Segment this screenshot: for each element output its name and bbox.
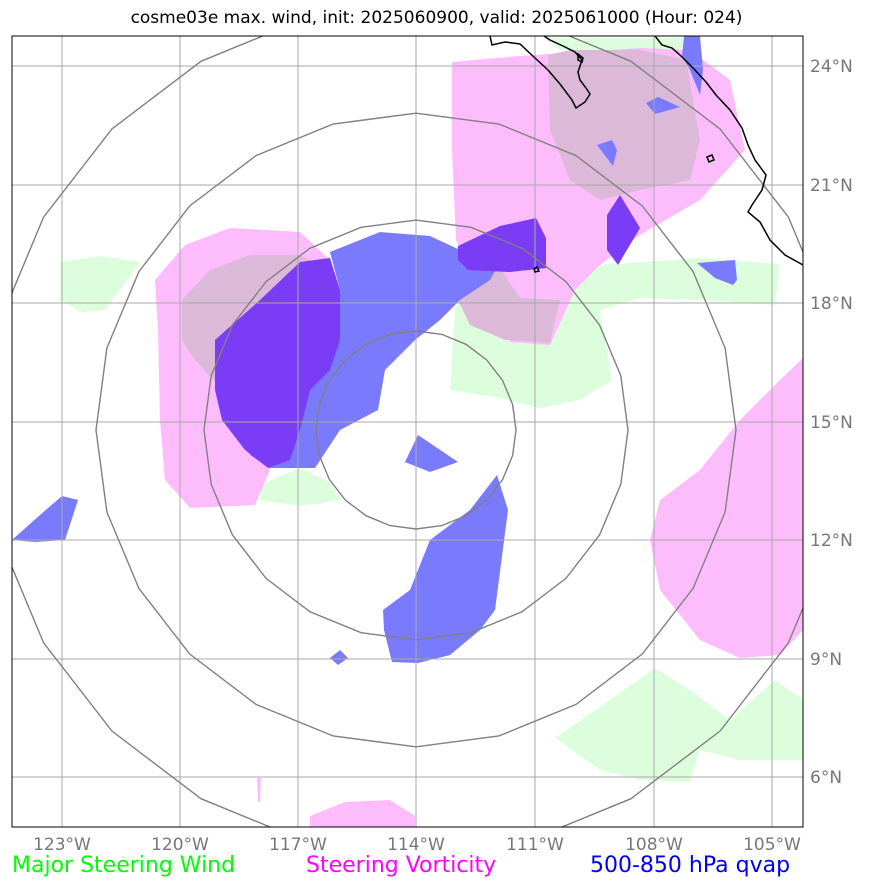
- qvap-area-tiny-south: [330, 650, 348, 665]
- coastline-socorro: [533, 265, 541, 273]
- lat-label-15n: 15°N: [810, 413, 853, 433]
- coastline-islet: [706, 154, 715, 163]
- range-rings: [12, 36, 803, 827]
- lon-label-120w: 120°W: [151, 835, 209, 855]
- longitude-labels: 123°W 120°W 117°W 114°W 111°W 108°W 105°…: [33, 835, 801, 855]
- coastline-gulf-island: [577, 52, 584, 64]
- qvap-dark-area-northeast: [607, 195, 640, 265]
- coastline-baja: [489, 36, 591, 110]
- wind-area-center-east: [450, 258, 780, 408]
- lat-label-24n: 24°N: [810, 57, 853, 77]
- range-ring: [95, 112, 737, 748]
- qvap-area-south: [383, 475, 508, 663]
- lat-label-18n: 18°N: [810, 294, 853, 314]
- graticule: [12, 36, 803, 827]
- lat-label-6n: 6°N: [810, 768, 842, 788]
- lon-label-123w: 123°W: [33, 835, 91, 855]
- range-ring: [203, 219, 629, 641]
- vorticity-area-east: [650, 358, 803, 658]
- qvap-area-northeast-small: [597, 140, 617, 166]
- chart-title: cosme03e max. wind, init: 2025060900, va…: [130, 8, 743, 28]
- lat-label-12n: 12°N: [810, 531, 853, 551]
- qvap-area-center: [405, 435, 458, 472]
- lon-label-117w: 117°W: [269, 835, 327, 855]
- lat-label-9n: 9°N: [810, 650, 842, 670]
- lat-label-21n: 21°N: [810, 176, 853, 196]
- legend-steering-wind: Major Steering Wind: [12, 853, 236, 878]
- lon-label-105w: 105°W: [743, 835, 801, 855]
- wind-area-center-west: [260, 468, 340, 506]
- legend-steering-vorticity: Steering Vorticity: [306, 853, 497, 878]
- latitude-labels: 24°N 21°N 18°N 15°N 12°N 9°N 6°N: [810, 57, 853, 788]
- qvap-layer: [12, 36, 737, 665]
- qvap-dark-area-north: [458, 218, 546, 272]
- map-frame: [11, 35, 804, 828]
- range-ring: [12, 36, 803, 827]
- wind-area-south: [555, 668, 803, 782]
- qvap-area-east: [697, 260, 737, 285]
- vorticity-area-sliver: [257, 778, 261, 802]
- lon-label-111w: 111°W: [506, 835, 564, 855]
- vorticity-area-south: [310, 800, 415, 827]
- qvap-area-band: [250, 232, 500, 468]
- lon-label-114w: 114°W: [387, 835, 445, 855]
- steering-wind-layer: [60, 38, 803, 782]
- qvap-dark-area-west: [215, 258, 340, 468]
- wind-area-west: [60, 256, 140, 312]
- legend-qvap: 500-850 hPa qvap: [590, 853, 791, 878]
- overlap-area-north: [548, 50, 700, 200]
- lon-label-108w: 108°W: [625, 835, 683, 855]
- coastline: [489, 36, 803, 273]
- coastline-mainland: [654, 36, 803, 266]
- range-ring: [315, 330, 517, 530]
